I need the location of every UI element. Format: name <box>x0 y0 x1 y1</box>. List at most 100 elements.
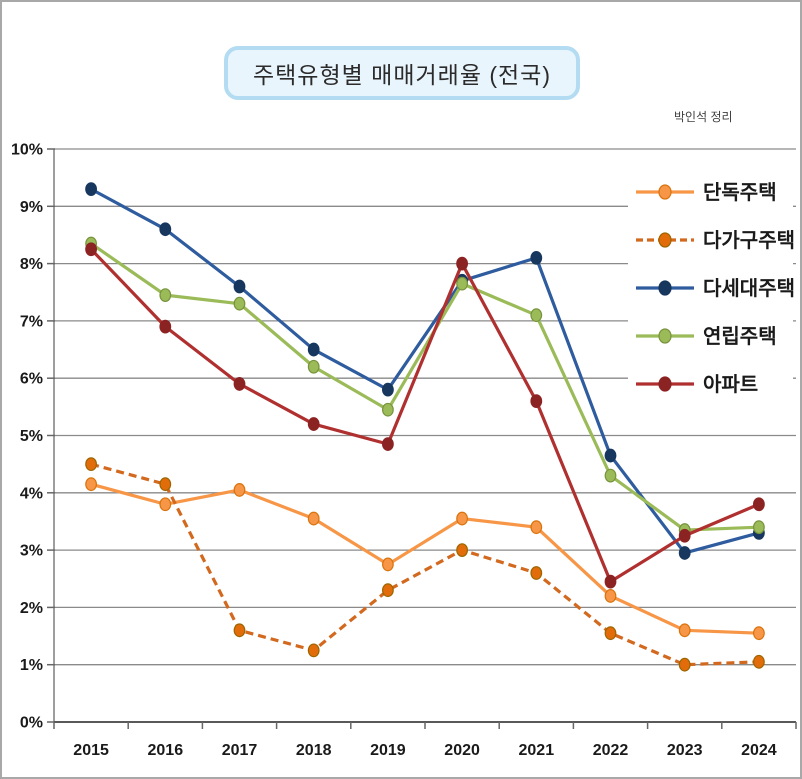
credit-text: 박인석 정리 <box>674 110 733 124</box>
legend-background <box>628 164 793 416</box>
data-point-marker <box>530 394 543 409</box>
data-point-marker <box>233 377 246 391</box>
data-point-marker <box>85 182 97 197</box>
y-tick-label: 3% <box>20 543 43 560</box>
legend-marker <box>658 184 672 200</box>
legend-item-multi-unit-house: 다세대주택 <box>636 277 795 300</box>
data-point-marker <box>85 457 97 472</box>
legend-marker <box>658 328 672 344</box>
chart-title: 주택유형별 매매거래율 (전국) <box>252 62 552 88</box>
data-point-marker <box>604 448 617 463</box>
data-point-marker <box>753 520 765 535</box>
x-tick-label: 2019 <box>370 742 406 759</box>
data-point-marker <box>753 626 765 641</box>
x-tick-label: 2016 <box>148 742 184 759</box>
y-tick-label: 5% <box>20 428 43 445</box>
data-point-marker <box>530 308 543 323</box>
data-point-marker <box>530 566 543 580</box>
x-tick-label: 2021 <box>519 742 555 759</box>
legend-label: 다세대주택 <box>703 277 795 300</box>
legend-label: 아파트 <box>703 373 758 396</box>
y-tick-label: 2% <box>20 600 43 617</box>
legend-label: 다가구주택 <box>703 229 795 252</box>
series-detached-house <box>85 477 765 641</box>
data-point-marker <box>159 222 172 237</box>
data-point-marker <box>530 250 543 265</box>
x-tick-label: 2024 <box>741 742 777 759</box>
series-line-apartment <box>89 248 760 584</box>
data-point-marker <box>85 477 97 492</box>
series-line-multi-household-house <box>90 462 759 667</box>
x-tick-label: 2020 <box>444 742 480 759</box>
data-point-marker <box>753 497 765 512</box>
legend-item-apartment: 아파트 <box>636 373 758 396</box>
series-line-detached-house <box>90 482 759 635</box>
data-point-marker <box>604 468 617 483</box>
series-apartment <box>85 242 765 589</box>
x-axis: 2015 2016 2017 2018 2019 2020 2021 2022 2023 2024 <box>53 721 797 759</box>
legend-label: 단독주택 <box>703 181 777 204</box>
legend-marker <box>658 376 672 392</box>
series-row-house <box>85 236 765 537</box>
series-line-row-house <box>90 242 759 532</box>
x-tick-label: 2015 <box>73 742 109 759</box>
legend-label: 연립주택 <box>703 325 777 348</box>
data-point-marker <box>382 402 394 417</box>
y-tick-label: 6% <box>20 371 43 388</box>
y-tick-label: 0% <box>20 715 43 732</box>
data-point-marker <box>753 654 765 669</box>
data-point-marker <box>159 319 172 334</box>
x-tick-label: 2018 <box>296 742 332 759</box>
data-point-marker <box>604 626 617 641</box>
data-point-marker <box>456 543 469 557</box>
chart-title-box: 주택유형별 매매거래율 (전국) <box>224 46 580 100</box>
legend-item-row-house: 연립주택 <box>636 325 777 348</box>
data-point-marker <box>307 417 320 431</box>
data-point-marker <box>604 589 617 603</box>
data-point-marker <box>456 276 469 291</box>
data-point-marker <box>233 623 246 638</box>
data-point-marker <box>604 574 617 589</box>
data-point-marker <box>233 279 246 294</box>
data-point-marker <box>382 382 394 397</box>
y-tick-label: 4% <box>20 485 43 502</box>
data-point-marker <box>456 256 469 271</box>
data-point-marker <box>307 643 320 658</box>
y-tick-label: 7% <box>20 313 43 330</box>
legend-marker <box>658 280 672 296</box>
data-point-marker <box>159 497 172 512</box>
data-point-marker <box>530 520 543 535</box>
y-tick-label: 1% <box>20 657 43 674</box>
data-point-marker <box>456 511 469 526</box>
data-point-marker <box>159 477 172 492</box>
y-tick-label: 8% <box>20 256 43 273</box>
data-point-marker <box>678 546 691 560</box>
data-point-marker <box>159 288 172 303</box>
series-multi-household-house <box>85 457 765 672</box>
y-tick-label: 10% <box>11 142 43 159</box>
gridlines <box>54 148 796 666</box>
x-tick-label: 2022 <box>593 742 629 759</box>
data-point-marker <box>678 657 691 672</box>
y-axis: 0% 1% 2% 3% 4% 5% 6% 7% 8% 9% 10% <box>11 142 55 732</box>
data-point-marker <box>678 623 691 638</box>
data-point-marker <box>382 583 394 598</box>
x-tick-label: 2017 <box>222 742 258 759</box>
data-point-marker <box>307 511 320 526</box>
data-point-marker <box>233 483 246 497</box>
data-point-marker <box>307 359 320 374</box>
data-point-marker <box>85 242 97 257</box>
x-tick-label: 2023 <box>667 742 703 759</box>
legend-item-detached-house: 단독주택 <box>636 181 777 204</box>
legend-marker <box>658 232 672 248</box>
data-point-marker <box>678 528 691 543</box>
y-tick-label: 9% <box>20 199 43 216</box>
data-point-marker <box>233 296 246 311</box>
data-point-marker <box>307 342 320 357</box>
data-point-marker <box>382 437 394 451</box>
legend-item-multi-household-house: 다가구주택 <box>636 229 795 252</box>
data-point-marker <box>382 557 394 572</box>
